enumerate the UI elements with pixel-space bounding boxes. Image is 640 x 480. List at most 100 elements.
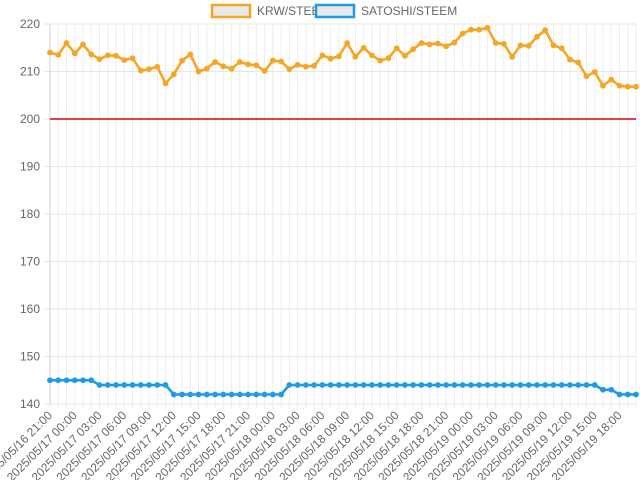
y-tick-label: 210 — [20, 65, 40, 79]
data-point-krw-steem — [269, 57, 276, 64]
data-point-krw-steem — [608, 76, 615, 83]
series-line-satoshi-steem — [50, 378, 636, 396]
data-point-krw-steem — [492, 40, 499, 46]
data-point-krw-steem — [443, 43, 450, 50]
data-point-satoshi-steem — [220, 391, 227, 398]
data-point-satoshi-steem — [319, 382, 326, 388]
data-point-krw-steem — [187, 51, 194, 58]
data-point-krw-steem — [344, 40, 351, 46]
data-point-krw-steem — [104, 52, 111, 59]
data-point-satoshi-steem — [327, 382, 334, 388]
legend-label: KRW/STEEM — [257, 4, 329, 18]
data-point-satoshi-steem — [269, 391, 276, 398]
data-point-krw-steem — [624, 83, 631, 90]
y-tick-label: 200 — [20, 112, 40, 126]
data-point-krw-steem — [476, 26, 483, 33]
series-group — [47, 24, 639, 398]
data-point-satoshi-steem — [542, 382, 549, 388]
data-point-krw-steem — [352, 53, 359, 60]
data-point-satoshi-steem — [71, 377, 78, 384]
data-point-satoshi-steem — [633, 391, 639, 398]
data-point-satoshi-steem — [203, 391, 210, 398]
data-point-krw-steem — [525, 42, 532, 49]
data-point-satoshi-steem — [459, 382, 466, 388]
data-point-krw-steem — [451, 39, 458, 46]
data-point-krw-steem — [203, 65, 210, 72]
data-point-krw-steem — [47, 49, 53, 56]
data-point-krw-steem — [377, 57, 384, 64]
data-point-krw-steem — [228, 65, 235, 72]
data-point-satoshi-steem — [468, 382, 474, 388]
data-point-krw-steem — [360, 44, 367, 51]
y-tick-label: 190 — [20, 160, 40, 174]
data-point-satoshi-steem — [393, 382, 400, 388]
data-point-krw-steem — [88, 51, 95, 58]
legend: KRW/STEEM SATOSHI/STEEM — [210, 3, 457, 19]
y-tick-label: 180 — [20, 207, 40, 221]
data-point-krw-steem — [319, 52, 326, 59]
grid — [44, 23, 637, 409]
data-point-satoshi-steem — [286, 382, 293, 388]
data-point-krw-steem — [220, 63, 227, 70]
data-point-satoshi-steem — [608, 386, 615, 393]
data-point-krw-steem — [278, 58, 284, 65]
data-point-satoshi-steem — [509, 382, 516, 388]
data-point-satoshi-steem — [492, 382, 499, 388]
data-point-krw-steem — [212, 59, 218, 65]
data-point-krw-steem — [410, 46, 417, 53]
data-point-krw-steem — [146, 66, 152, 73]
data-point-satoshi-steem — [121, 382, 128, 388]
data-point-krw-steem — [302, 63, 309, 70]
data-point-krw-steem — [80, 41, 86, 48]
data-point-satoshi-steem — [476, 382, 483, 388]
data-point-krw-steem — [179, 57, 185, 64]
data-point-satoshi-steem — [418, 382, 425, 388]
data-point-satoshi-steem — [335, 382, 342, 388]
data-point-krw-steem — [459, 30, 466, 37]
data-point-satoshi-steem — [344, 382, 351, 388]
data-point-krw-steem — [286, 66, 293, 73]
data-point-satoshi-steem — [525, 382, 532, 388]
data-point-krw-steem — [435, 40, 441, 47]
data-point-satoshi-steem — [311, 382, 318, 388]
data-point-satoshi-steem — [253, 391, 260, 398]
data-point-satoshi-steem — [435, 382, 441, 388]
y-tick-label: 160 — [20, 302, 40, 316]
data-point-satoshi-steem — [410, 382, 417, 388]
y-axis: 140 150 160 170 180 190 200 210 220 — [20, 17, 40, 411]
data-point-satoshi-steem — [179, 391, 185, 398]
data-point-satoshi-steem — [600, 386, 606, 393]
data-point-satoshi-steem — [624, 391, 631, 398]
data-point-krw-steem — [170, 71, 177, 78]
legend-swatch — [314, 3, 356, 19]
data-point-krw-steem — [575, 59, 582, 66]
data-point-satoshi-steem — [294, 382, 301, 388]
data-point-satoshi-steem — [302, 382, 309, 388]
data-point-satoshi-steem — [195, 391, 202, 398]
data-point-satoshi-steem — [113, 382, 119, 388]
data-point-satoshi-steem — [352, 382, 359, 388]
data-point-krw-steem — [509, 53, 516, 60]
data-point-krw-steem — [517, 42, 524, 49]
data-point-satoshi-steem — [501, 382, 507, 388]
data-point-satoshi-steem — [47, 377, 53, 384]
data-point-satoshi-steem — [484, 382, 491, 388]
data-point-krw-steem — [600, 82, 606, 89]
data-point-krw-steem — [121, 57, 128, 63]
data-point-satoshi-steem — [55, 377, 62, 384]
data-point-krw-steem — [616, 82, 623, 89]
data-point-satoshi-steem — [187, 391, 194, 398]
data-point-krw-steem — [550, 42, 557, 49]
data-point-krw-steem — [253, 62, 260, 69]
y-tick-label: 170 — [20, 255, 40, 269]
data-point-krw-steem — [129, 55, 136, 62]
data-point-krw-steem — [468, 26, 474, 33]
data-point-krw-steem — [567, 56, 573, 63]
data-point-satoshi-steem — [278, 391, 284, 398]
data-point-satoshi-steem — [426, 382, 433, 388]
data-point-satoshi-steem — [368, 382, 375, 388]
y-tick-label: 150 — [20, 350, 40, 364]
data-point-satoshi-steem — [402, 382, 408, 388]
data-point-krw-steem — [542, 27, 549, 34]
